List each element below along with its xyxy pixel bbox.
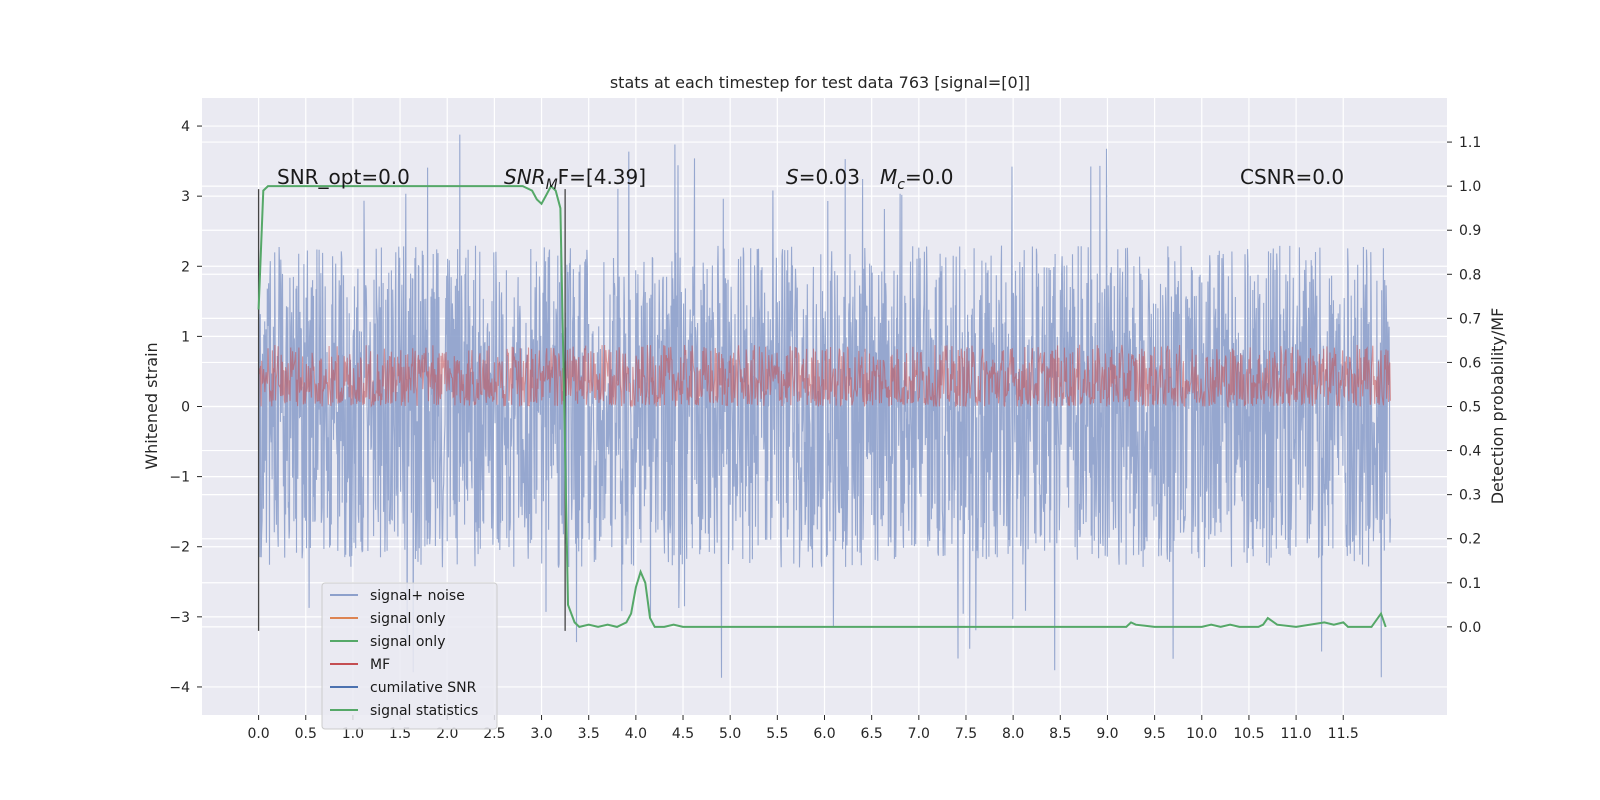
x-tick-label-1: 0.5 xyxy=(295,726,317,742)
x-tick-label-2: 1.0 xyxy=(342,726,364,742)
y-tick-label-0: −4 xyxy=(169,680,190,696)
x-tick-label-7: 3.5 xyxy=(578,726,600,742)
x-tick-label-15: 7.5 xyxy=(955,726,977,742)
y2-axis-label: Detection probability/MF xyxy=(1488,308,1507,505)
annotation-s: S=0.03 xyxy=(786,165,860,189)
y2-axis-ticks: 0.0 0.1 0.2 0.3 0.4 0.5 0.6 0.7 0.8 0.9 1.0 1.1 xyxy=(1447,135,1481,636)
annotation-s-value: =0.03 xyxy=(799,165,860,189)
x-tick-label-17: 8.5 xyxy=(1049,726,1071,742)
legend: signal+ noise signal only signal only MF cum… xyxy=(321,582,498,730)
legend-label-0: signal+ noise xyxy=(370,588,465,604)
series-signal-statistics xyxy=(257,184,1387,628)
annotation-snr-mf-prefix: SNR xyxy=(504,165,546,189)
x-tick-label-11: 5.5 xyxy=(766,726,788,742)
y2-tick-label-8: 0.8 xyxy=(1459,267,1481,283)
y2-tick-label-5: 0.5 xyxy=(1459,400,1481,416)
annotations: SNR_opt=0.0 SNRMF=[4.39] S=0.03 Mc=0.0 C… xyxy=(277,165,1344,193)
y2-tick-label-0: 0.0 xyxy=(1459,620,1481,636)
annotation-mc: Mc=0.0 xyxy=(880,165,954,193)
y-axis-ticks: −4 −3 −2 −1 0 1 2 3 4 xyxy=(169,119,202,696)
y2-tick-label-3: 0.3 xyxy=(1459,488,1481,504)
annotation-csnr: CSNR=0.0 xyxy=(1240,165,1344,189)
y2-tick-label-1: 0.1 xyxy=(1459,576,1481,592)
legend-label-5: signal statistics xyxy=(370,703,478,719)
x-tick-label-20: 10.0 xyxy=(1186,726,1217,742)
annotation-mc-value: =0.0 xyxy=(905,165,954,189)
y2-tick-label-6: 0.6 xyxy=(1459,355,1481,371)
y-tick-label-6: 2 xyxy=(181,259,190,275)
line-signal-noise xyxy=(258,134,1391,678)
x-tick-label-0: 0.0 xyxy=(247,726,269,742)
legend-label-3: MF xyxy=(370,657,390,673)
x-tick-label-3: 1.5 xyxy=(389,726,411,742)
y-tick-label-4: 0 xyxy=(181,400,190,416)
x-tick-label-13: 6.5 xyxy=(861,726,883,742)
x-tick-label-10: 5.0 xyxy=(719,726,741,742)
y2-tick-label-2: 0.2 xyxy=(1459,532,1481,548)
legend-label-1: signal only xyxy=(370,611,445,627)
annotation-snr-mf-sub: M xyxy=(546,177,558,193)
x-tick-label-23: 11.5 xyxy=(1328,726,1359,742)
y-tick-label-2: −2 xyxy=(169,540,190,556)
legend-label-2: signal only xyxy=(370,634,445,650)
x-tick-label-9: 4.5 xyxy=(672,726,694,742)
y-tick-label-7: 3 xyxy=(181,189,190,205)
y2-tick-label-7: 0.7 xyxy=(1459,311,1481,327)
chart-title: stats at each timestep for test data 763… xyxy=(610,73,1030,92)
x-tick-label-6: 3.0 xyxy=(530,726,552,742)
x-tick-label-21: 10.5 xyxy=(1233,726,1264,742)
y2-tick-label-9: 0.9 xyxy=(1459,223,1481,239)
annotation-snr-opt: SNR_opt=0.0 xyxy=(277,165,410,189)
legend-box xyxy=(321,582,498,730)
y-tick-label-3: −1 xyxy=(169,470,190,486)
y-tick-label-1: −3 xyxy=(169,610,190,626)
annotation-mc-sub: c xyxy=(897,177,905,193)
y2-tick-label-10: 1.0 xyxy=(1459,179,1481,195)
annotation-mc-prefix: M xyxy=(880,165,897,189)
series-mf xyxy=(258,344,1391,408)
x-tick-label-14: 7.0 xyxy=(908,726,930,742)
y-tick-label-5: 1 xyxy=(181,329,190,345)
x-tick-label-18: 9.0 xyxy=(1096,726,1118,742)
x-tick-label-4: 2.0 xyxy=(436,726,458,742)
annotation-s-prefix: S xyxy=(786,165,799,189)
annotation-snr-mf: SNRMF=[4.39] xyxy=(504,165,646,193)
x-tick-label-22: 11.0 xyxy=(1281,726,1312,742)
line-signal-statistics xyxy=(257,184,1387,628)
y2-tick-label-4: 0.4 xyxy=(1459,444,1481,460)
x-tick-label-8: 4.0 xyxy=(625,726,647,742)
line-mf xyxy=(258,344,1391,408)
x-tick-label-12: 6.0 xyxy=(813,726,835,742)
x-axis-ticks: 0.0 0.5 1.0 1.5 2.0 2.5 3.0 3.5 4.0 4.5 5.0 5.5 6.0 6… xyxy=(247,715,1359,742)
x-tick-label-19: 9.5 xyxy=(1143,726,1165,742)
x-tick-label-16: 8.0 xyxy=(1002,726,1024,742)
annotation-snr-mf-suffix: F=[4.39] xyxy=(558,165,646,189)
y-axis-label: Whitened strain xyxy=(142,342,161,469)
series-signal-noise xyxy=(258,134,1391,678)
legend-label-4: cumilative SNR xyxy=(370,680,477,696)
y-tick-label-8: 4 xyxy=(181,119,190,135)
x-tick-label-5: 2.5 xyxy=(483,726,505,742)
y2-tick-label-11: 1.1 xyxy=(1459,135,1481,151)
